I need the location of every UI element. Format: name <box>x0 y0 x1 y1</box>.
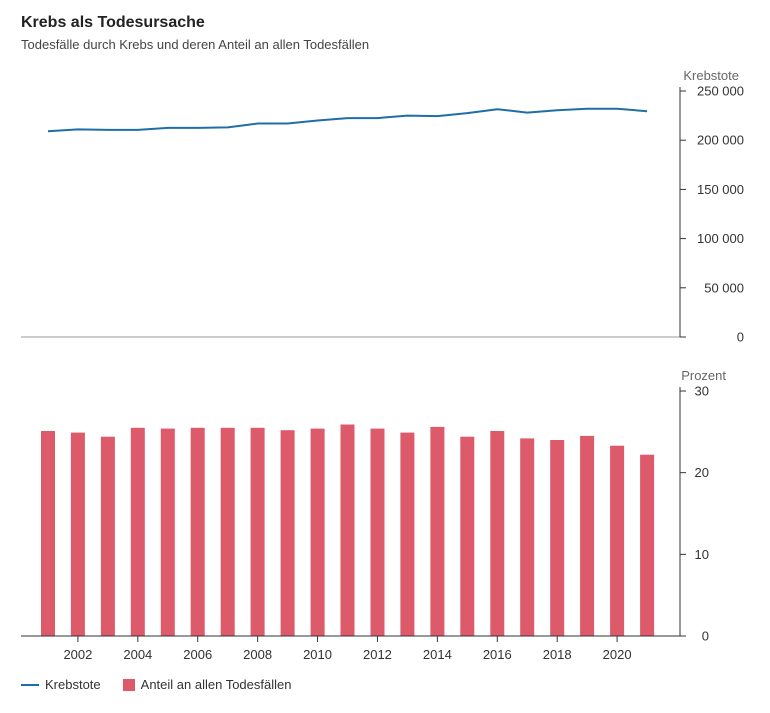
y-tick-label: 150 000 <box>697 182 744 197</box>
y-tick-label: 250 000 <box>697 84 744 99</box>
bar <box>250 427 265 637</box>
chart-subtitle: Todesfälle durch Krebs und deren Anteil … <box>21 37 370 52</box>
y-tick-label: 100 000 <box>697 231 744 246</box>
y-tick-label: 0 <box>737 330 744 345</box>
x-tick-label: 2020 <box>603 647 632 662</box>
bar <box>400 432 415 636</box>
x-tick-label: 2006 <box>183 647 212 662</box>
bar <box>460 436 475 636</box>
bar <box>280 430 295 636</box>
bar <box>220 427 235 637</box>
x-tick-label: 2012 <box>363 647 392 662</box>
y-tick-label: 20 <box>695 465 709 480</box>
bar <box>41 431 55 636</box>
legend-swatch-bar <box>122 678 135 691</box>
bar <box>430 426 445 636</box>
bar-panel-y-ticks: 0 10 20 30 <box>680 384 709 644</box>
bar <box>370 428 385 636</box>
bar <box>610 445 625 636</box>
bar-panel: Prozent 0 10 20 30 2002 2004 2006 2008 2010 2012… <box>21 368 726 662</box>
line-panel-y-label: Krebstote <box>683 68 739 83</box>
legend-item-anteil: Anteil an allen Todesfällen <box>122 677 292 692</box>
bar <box>130 427 145 637</box>
bar <box>340 424 355 636</box>
bar <box>640 454 655 636</box>
bar <box>310 428 325 636</box>
legend: Krebstote Anteil an allen Todesfällen <box>21 677 313 692</box>
x-tick-label: 2002 <box>63 647 92 662</box>
series-line-krebstote <box>47 107 648 133</box>
bar-panel-y-label: Prozent <box>681 368 726 383</box>
y-tick-label: 10 <box>695 547 709 562</box>
chart-title: Krebs als Todesursache <box>21 14 205 31</box>
x-tick-label: 2018 <box>543 647 572 662</box>
legend-label: Krebstote <box>45 677 101 692</box>
legend-swatch-line <box>21 683 39 686</box>
line-panel-y-ticks: 0 50 000 100 000 150 000 200 000 250 000 <box>680 84 744 345</box>
bar <box>550 440 565 636</box>
y-tick-label: 50 000 <box>704 280 744 295</box>
legend-label: Anteil an allen Todesfällen <box>140 677 292 692</box>
bar <box>490 431 505 636</box>
x-tick-label: 2016 <box>483 647 512 662</box>
x-tick-label: 2010 <box>303 647 332 662</box>
bar <box>70 432 85 636</box>
x-tick-label: 2004 <box>123 647 152 662</box>
bar <box>520 438 535 636</box>
y-tick-label: 30 <box>695 384 709 399</box>
bar <box>100 436 115 636</box>
x-tick-label: 2008 <box>243 647 272 662</box>
legend-item-krebstote: Krebstote <box>21 677 101 692</box>
y-tick-label: 200 000 <box>697 133 744 148</box>
y-tick-label: 0 <box>702 629 709 644</box>
bar <box>580 435 595 636</box>
bar-series <box>41 424 655 637</box>
x-axis-ticks: 2002 2004 2006 2008 2010 2012 2014 2016 2018 2020 <box>63 636 632 662</box>
bar <box>160 428 175 636</box>
x-tick-label: 2014 <box>423 647 452 662</box>
bar <box>190 427 205 637</box>
line-panel: Krebstote 0 50 000 100 000 150 000 200 000 25… <box>21 68 744 345</box>
